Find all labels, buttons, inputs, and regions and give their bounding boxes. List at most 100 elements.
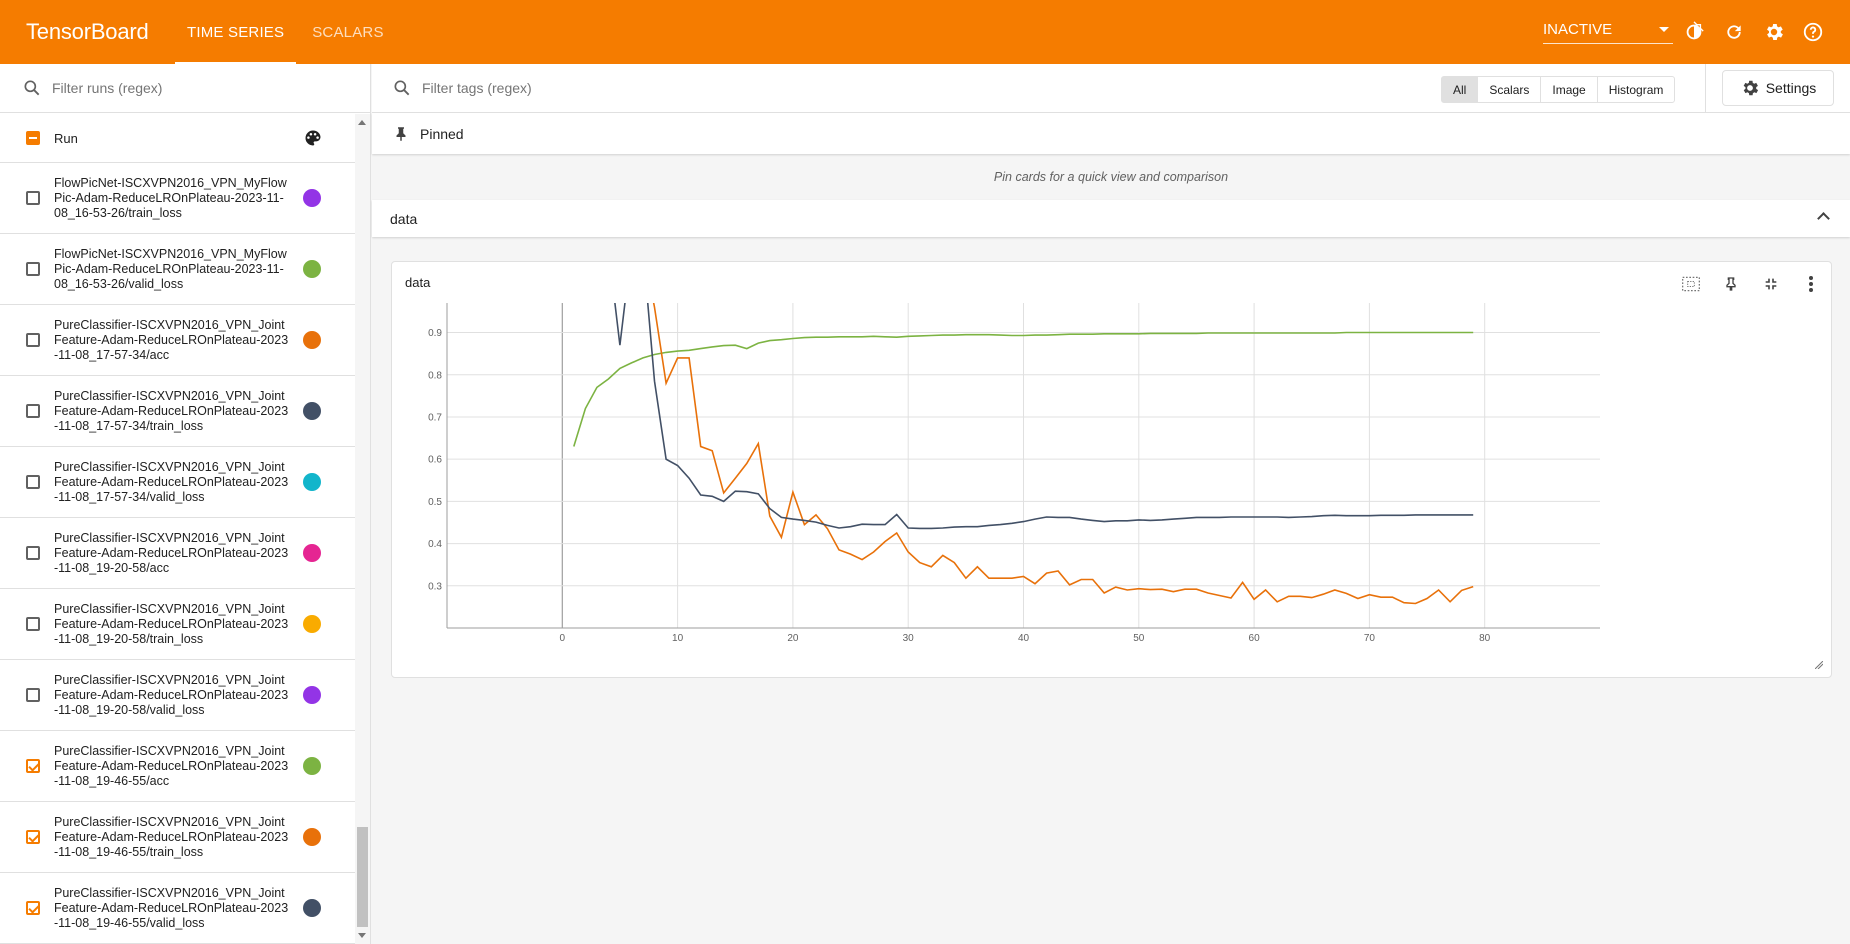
run-row[interactable]: PureClassifier-ISCXVPN2016_VPN_JointFeat… (0, 518, 355, 589)
run-row[interactable]: FlowPicNet-ISCXVPN2016_VPN_MyFlowPic-Ada… (0, 234, 355, 305)
settings-button[interactable]: Settings (1722, 70, 1834, 106)
filter-histogram-button[interactable]: Histogram (1608, 82, 1664, 97)
run-checkbox[interactable] (26, 617, 40, 631)
run-name: FlowPicNet-ISCXVPN2016_VPN_MyFlowPic-Ada… (54, 246, 287, 291)
run-row[interactable]: PureClassifier-ISCXVPN2016_VPN_JointFeat… (0, 447, 355, 518)
y-tick-label: 0.7 (428, 412, 442, 423)
y-tick-label: 0.3 (428, 581, 442, 592)
pinned-label: Pinned (420, 125, 464, 142)
card-toolbar (1663, 272, 1823, 296)
filter-all-button[interactable]: All (1442, 77, 1479, 102)
run-checkbox[interactable] (26, 262, 40, 276)
run-name: FlowPicNet-ISCXVPN2016_VPN_MyFlowPic-Ada… (54, 175, 287, 220)
tab-scalars[interactable]: SCALARS (312, 23, 384, 41)
run-row[interactable]: PureClassifier-ISCXVPN2016_VPN_JointFeat… (0, 731, 355, 802)
palette-icon[interactable] (303, 128, 323, 148)
y-tick-label: 0.8 (428, 370, 442, 381)
line-chart[interactable]: 0 10 20 30 40 50 60 70 80 0.3 0.4 0.5 0.6 0.7 0.8 0.9 (392, 262, 1833, 679)
filter-scalars-button[interactable]: Scalars (1478, 77, 1542, 102)
tag-filter-bar: All Scalars Image Histogram Settings (372, 64, 1850, 113)
run-name: PureClassifier-ISCXVPN2016_VPN_JointFeat… (54, 885, 289, 930)
run-name: PureClassifier-ISCXVPN2016_VPN_JointFeat… (54, 530, 289, 575)
reload-status-select[interactable]: INACTIVE (1543, 16, 1673, 44)
scalar-card: 0 10 20 30 40 50 60 70 80 0.3 0.4 0.5 0.6 0.7 0.8 0.9 d… (391, 261, 1832, 678)
run-list-header: Run (0, 114, 355, 163)
run-color-swatch[interactable] (303, 189, 321, 207)
run-checkbox[interactable] (26, 901, 40, 915)
y-tick-label: 0.9 (428, 328, 442, 339)
search-icon (394, 80, 410, 96)
run-color-swatch[interactable] (303, 260, 321, 278)
pinned-empty-note: Pin cards for a quick view and compariso… (993, 170, 1229, 184)
chevron-down-icon (1659, 27, 1669, 32)
x-tick-label: 50 (1133, 633, 1145, 644)
run-color-swatch[interactable] (303, 899, 321, 917)
scroll-down-arrow-icon[interactable] (358, 933, 366, 938)
help-icon[interactable] (1801, 20, 1825, 44)
series-line (614, 303, 1474, 530)
top-app-bar: TensorBoard TIME SERIES SCALARS INACTIVE (0, 0, 1850, 64)
run-row[interactable]: FlowPicNet-ISCXVPN2016_VPN_MyFlowPic-Ada… (0, 163, 355, 234)
run-color-swatch[interactable] (303, 757, 321, 775)
run-checkbox[interactable] (26, 830, 40, 844)
x-tick-label: 0 (560, 633, 566, 644)
run-checkbox[interactable] (26, 546, 40, 560)
chevron-up-icon[interactable] (1817, 212, 1830, 225)
run-checkbox[interactable] (26, 759, 40, 773)
y-tick-label: 0.5 (428, 497, 442, 508)
main-content: All Scalars Image Histogram Settings Pin… (372, 64, 1850, 944)
run-filter-input[interactable] (52, 80, 352, 96)
theme-toggle-icon[interactable] (1682, 20, 1706, 44)
run-color-swatch[interactable] (303, 331, 321, 349)
series-line (652, 303, 1474, 605)
run-color-swatch[interactable] (303, 544, 321, 562)
refresh-icon[interactable] (1722, 20, 1746, 44)
run-color-swatch[interactable] (303, 402, 321, 420)
collapse-card-icon[interactable] (1759, 272, 1783, 296)
run-checkbox[interactable] (26, 475, 40, 489)
resize-handle-icon[interactable] (1815, 661, 1823, 669)
run-name: PureClassifier-ISCXVPN2016_VPN_JointFeat… (54, 672, 289, 717)
pinned-section-header: Pinned (372, 113, 1850, 154)
settings-icon[interactable] (1762, 20, 1786, 44)
run-row[interactable]: PureClassifier-ISCXVPN2016_VPN_JointFeat… (0, 873, 355, 944)
run-name: PureClassifier-ISCXVPN2016_VPN_JointFeat… (54, 459, 289, 504)
x-tick-label: 60 (1249, 633, 1261, 644)
run-row[interactable]: PureClassifier-ISCXVPN2016_VPN_JointFeat… (0, 802, 355, 873)
reload-status-value: INACTIVE (1543, 21, 1613, 38)
x-tick-label: 30 (903, 633, 915, 644)
pin-card-icon[interactable] (1719, 272, 1743, 296)
card-group-header[interactable]: data (372, 200, 1850, 237)
x-tick-label: 80 (1479, 633, 1491, 644)
y-tick-label: 0.4 (428, 539, 442, 550)
plugin-type-filter: All Scalars Image Histogram (1441, 76, 1676, 103)
run-name: PureClassifier-ISCXVPN2016_VPN_JointFeat… (54, 743, 289, 788)
run-color-swatch[interactable] (303, 686, 321, 704)
run-row[interactable]: PureClassifier-ISCXVPN2016_VPN_JointFeat… (0, 589, 355, 660)
tab-time-series[interactable]: TIME SERIES (175, 0, 297, 64)
run-color-swatch[interactable] (303, 473, 321, 491)
select-all-checkbox[interactable] (26, 131, 40, 145)
series-line (573, 331, 1474, 447)
group-label: data (390, 210, 418, 227)
runs-sidebar: Run FlowPicNet-ISCXVPN2016_VPN_MyFlowPic… (0, 64, 371, 944)
run-color-swatch[interactable] (303, 828, 321, 846)
run-checkbox[interactable] (26, 404, 40, 418)
run-list-scrollbar[interactable] (355, 114, 370, 944)
run-checkbox[interactable] (26, 333, 40, 347)
scroll-thumb[interactable] (357, 827, 368, 927)
run-row[interactable]: PureClassifier-ISCXVPN2016_VPN_JointFeat… (0, 305, 355, 376)
filter-image-button[interactable]: Image (1541, 77, 1598, 102)
run-color-swatch[interactable] (303, 615, 321, 633)
more-vert-icon[interactable] (1799, 272, 1823, 296)
tag-filter-input[interactable] (422, 80, 722, 96)
run-row[interactable]: PureClassifier-ISCXVPN2016_VPN_JointFeat… (0, 660, 355, 731)
run-row[interactable]: PureClassifier-ISCXVPN2016_VPN_JointFeat… (0, 376, 355, 447)
x-tick-label: 10 (672, 633, 684, 644)
run-checkbox[interactable] (26, 688, 40, 702)
scroll-up-arrow-icon[interactable] (358, 120, 366, 125)
x-tick-label: 70 (1364, 633, 1376, 644)
card-title: data (405, 275, 431, 290)
run-checkbox[interactable] (26, 191, 40, 205)
fit-domain-icon[interactable] (1679, 272, 1703, 296)
